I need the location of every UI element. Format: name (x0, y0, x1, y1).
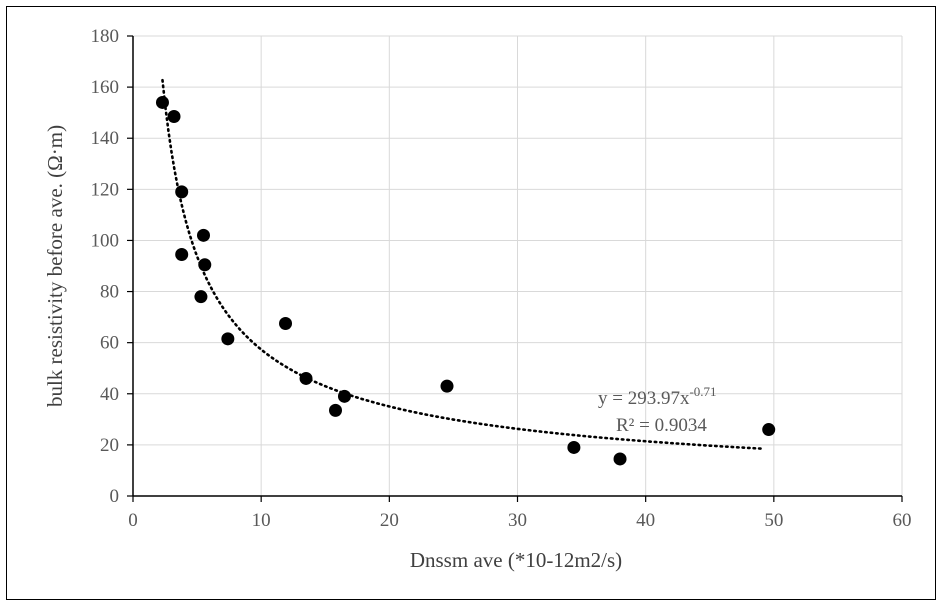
y-tick-label: 80 (100, 282, 119, 303)
y-tick-label: 140 (91, 128, 120, 149)
y-tick-label: 160 (91, 77, 120, 98)
data-point (194, 290, 208, 304)
data-point (762, 423, 776, 437)
data-point (613, 452, 627, 466)
y-tick-label: 120 (91, 179, 120, 200)
y-tick-label: 100 (91, 230, 120, 251)
trendline-path (161, 78, 765, 451)
data-point (175, 248, 189, 261)
x-tick-label: 30 (508, 510, 527, 531)
data-point (221, 332, 235, 346)
trendline (161, 78, 765, 451)
data-point (440, 379, 454, 393)
data-points (155, 95, 776, 466)
trend-equation: y = 293.97x-0.71 (598, 384, 717, 409)
y-tick-label: 0 (110, 486, 120, 507)
data-point (329, 403, 343, 417)
x-tick-label: 40 (636, 510, 655, 531)
data-point (567, 440, 581, 454)
y-tick-label: 60 (100, 333, 119, 354)
y-tick-label: 40 (100, 384, 119, 405)
x-tick-label: 10 (252, 510, 271, 531)
grid-lines (133, 35, 903, 496)
data-point (155, 95, 169, 109)
data-point (279, 317, 293, 330)
y-tick-label: 20 (100, 435, 119, 456)
y-tick-label: 180 (91, 26, 120, 47)
x-tick-label: 50 (764, 510, 783, 531)
data-point (196, 228, 210, 242)
x-tick-label: 0 (128, 510, 138, 531)
y-axis-title: bulk resistivity before ave. (Ω·m) (43, 125, 67, 407)
x-tick-label: 60 (893, 510, 912, 531)
x-axis-title: Dnssm ave (*10-12m2/s) (410, 548, 622, 572)
tick-labels: 0 20 40 60 80 100 120 140 160 180 0 10 20 30 40 50 60 (91, 26, 912, 531)
data-point (198, 258, 212, 272)
data-point (299, 371, 313, 385)
data-point (337, 389, 351, 403)
axes (127, 35, 903, 502)
trend-r-squared: R² = 0.9034 (616, 415, 707, 436)
x-tick-label: 20 (380, 510, 399, 531)
data-point (167, 110, 181, 123)
data-point (175, 185, 189, 199)
